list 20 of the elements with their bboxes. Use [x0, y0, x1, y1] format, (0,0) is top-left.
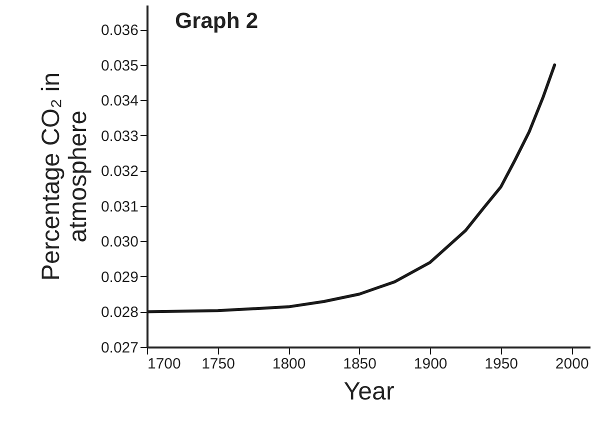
- y-tick-label: 0.032: [100, 163, 138, 180]
- y-tick-label: 0.028: [100, 304, 138, 322]
- y-tick-label: 0.031: [100, 198, 138, 216]
- x-axis-title: Year: [344, 378, 394, 406]
- x-tick-label: 1950: [484, 356, 518, 372]
- x-tick-label: 1800: [272, 356, 306, 372]
- y-axis-title: Percentage CO₂ in atmosphere: [36, 72, 92, 281]
- y-tick-label: 0.035: [100, 57, 138, 74]
- y-tick-label: 0.029: [100, 268, 138, 286]
- x-tick-label: 1700: [148, 356, 181, 372]
- y-tick-label: 0.033: [100, 128, 138, 145]
- y-tick-label: 0.030: [100, 234, 138, 251]
- y-tick-label: 0.027: [100, 340, 138, 356]
- x-tick-label: 1850: [343, 356, 376, 372]
- x-tick-label: 1750: [202, 356, 235, 372]
- y-tick-label: 0.034: [100, 92, 138, 110]
- chart-title: Graph 2: [175, 8, 258, 33]
- x-tick-label: 2000: [555, 356, 589, 372]
- y-tick-label: 0.036: [100, 22, 138, 40]
- x-tick-label: 1900: [414, 356, 448, 372]
